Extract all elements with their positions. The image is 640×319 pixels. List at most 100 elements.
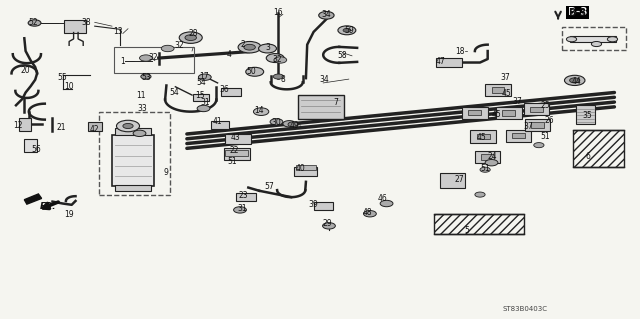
Bar — [477, 134, 490, 139]
Circle shape — [28, 20, 41, 26]
Text: 32: 32 — [272, 55, 282, 63]
Text: 32: 32 — [174, 41, 184, 50]
Text: 3: 3 — [265, 43, 270, 52]
Text: 34: 34 — [319, 75, 330, 84]
Circle shape — [570, 78, 580, 83]
Text: 31: 31 — [237, 204, 247, 213]
Text: 59: 59 — [344, 26, 354, 35]
Bar — [225, 150, 248, 156]
Text: 45: 45 — [476, 133, 486, 142]
Circle shape — [179, 32, 202, 43]
Text: 1: 1 — [120, 57, 125, 66]
Text: B-3: B-3 — [568, 8, 586, 18]
Circle shape — [116, 120, 140, 132]
Circle shape — [161, 45, 174, 52]
Text: 56: 56 — [31, 145, 42, 154]
Bar — [492, 87, 504, 93]
Circle shape — [141, 74, 151, 79]
Bar — [225, 134, 251, 144]
Circle shape — [246, 67, 264, 76]
Bar — [485, 84, 511, 96]
Text: 15: 15 — [195, 91, 205, 100]
Text: 43: 43 — [230, 133, 241, 142]
Bar — [88, 122, 102, 131]
Circle shape — [244, 44, 255, 50]
Bar — [112, 135, 154, 186]
Text: 47: 47 — [435, 57, 445, 66]
Text: 30: 30 — [271, 118, 282, 127]
Bar — [294, 167, 317, 176]
Circle shape — [591, 41, 602, 47]
Bar — [114, 47, 194, 73]
Bar — [436, 58, 462, 67]
Bar — [236, 193, 256, 201]
Text: 21: 21 — [56, 123, 65, 132]
Circle shape — [266, 54, 284, 63]
Circle shape — [234, 207, 246, 213]
Text: 45: 45 — [491, 110, 501, 119]
Bar — [570, 36, 616, 42]
Text: 45: 45 — [502, 89, 512, 98]
Circle shape — [475, 192, 485, 197]
Text: 35: 35 — [582, 111, 593, 120]
Text: 41: 41 — [212, 117, 223, 126]
Bar — [525, 119, 550, 131]
Text: 7: 7 — [333, 98, 339, 107]
Text: 48: 48 — [362, 208, 372, 217]
Bar — [562, 27, 626, 50]
Bar — [440, 173, 465, 188]
Circle shape — [564, 75, 585, 85]
Text: 55: 55 — [58, 73, 68, 82]
Text: 33: 33 — [137, 104, 147, 113]
Text: 6: 6 — [585, 152, 590, 161]
Text: 54: 54 — [169, 88, 179, 97]
Bar — [314, 202, 333, 210]
Bar — [524, 103, 549, 115]
Bar — [470, 130, 496, 143]
Text: 44: 44 — [571, 77, 581, 86]
Text: 9: 9 — [164, 168, 169, 177]
Text: 49: 49 — [289, 121, 300, 130]
Text: 29: 29 — [323, 219, 333, 228]
Text: 32: 32 — [148, 53, 159, 62]
Bar — [530, 107, 543, 112]
Text: B-3: B-3 — [568, 7, 587, 17]
Bar — [481, 154, 494, 160]
Text: 51: 51 — [227, 157, 237, 166]
Circle shape — [288, 122, 298, 127]
Bar — [193, 94, 209, 101]
Text: 26: 26 — [544, 116, 554, 125]
Circle shape — [380, 200, 393, 207]
Text: 20: 20 — [20, 66, 31, 75]
Text: 27: 27 — [454, 175, 465, 184]
Bar — [19, 118, 31, 131]
Text: 51: 51 — [540, 132, 550, 141]
Circle shape — [534, 143, 544, 148]
Text: 31: 31 — [200, 98, 210, 107]
Bar — [211, 121, 229, 129]
Text: 12: 12 — [13, 121, 22, 130]
Circle shape — [607, 37, 618, 42]
Circle shape — [198, 74, 211, 80]
Text: 10: 10 — [64, 82, 74, 91]
Circle shape — [283, 121, 296, 127]
Bar — [576, 105, 595, 124]
Circle shape — [185, 35, 196, 41]
Bar — [298, 95, 344, 119]
Circle shape — [259, 44, 276, 53]
Bar — [512, 133, 525, 138]
Text: 28: 28 — [189, 29, 198, 38]
Circle shape — [197, 105, 210, 112]
Text: ST83B0403C: ST83B0403C — [502, 307, 547, 312]
Circle shape — [480, 167, 490, 172]
Text: 19: 19 — [64, 210, 74, 219]
Bar — [468, 110, 481, 115]
Circle shape — [566, 37, 577, 42]
Bar — [496, 107, 522, 119]
Circle shape — [364, 211, 376, 217]
Polygon shape — [24, 194, 42, 204]
Circle shape — [270, 119, 283, 125]
Circle shape — [485, 160, 498, 166]
Text: 16: 16 — [273, 8, 284, 17]
Bar — [224, 148, 250, 160]
